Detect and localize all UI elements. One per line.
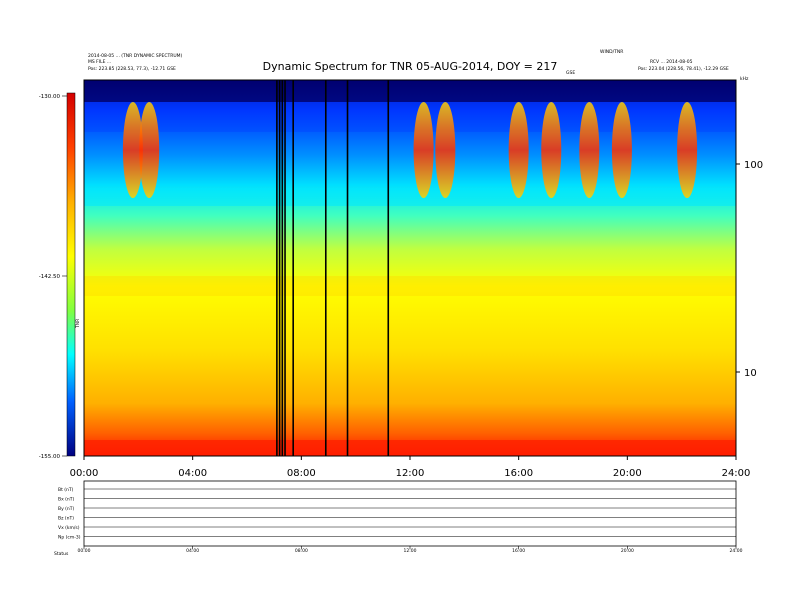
colorbar (66, 92, 76, 457)
x-tick-label: 16:00 (504, 468, 533, 479)
y-tick-label: 100 (744, 160, 763, 171)
header-left-3: Pos: 223.85 (228.53, 77.3), -12.71 GSE (88, 66, 176, 72)
burst-mark (579, 102, 600, 198)
bottom-x-tick-label: 04:00 (186, 548, 199, 554)
chart-title: Dynamic Spectrum for TNR 05-AUG-2014, DO… (263, 60, 558, 73)
x-tick-label: 12:00 (396, 468, 425, 479)
header-left-1: 2014-08-05 ... (TNR DYNAMIC SPECTRUM) (88, 53, 183, 59)
burst-mark (413, 102, 434, 198)
colorbar-tick-label: -155.00 (39, 454, 61, 460)
x-tick-label: 24:00 (722, 468, 751, 479)
burst-mark (677, 102, 698, 198)
burst-mark (435, 102, 456, 198)
bottom-footer-label: Status (54, 551, 69, 557)
bottom-x-tick-label: 16:00 (512, 548, 525, 554)
freq-unit-label: kHz (740, 76, 749, 82)
bottom-x-tick-label: 08:00 (295, 548, 308, 554)
bottom-row-label: Bt (nT) (58, 487, 74, 493)
colorbar-tick-label: -130.00 (39, 94, 61, 100)
colorbar-tick-label: -142.50 (39, 274, 61, 280)
header-center-small: GSE (566, 70, 575, 76)
x-tick-label: 20:00 (613, 468, 642, 479)
burst-mark (508, 102, 529, 198)
x-tick-label: 00:00 (70, 468, 99, 479)
spectrogram (84, 80, 736, 456)
bottom-x-tick-label: 20:00 (621, 548, 634, 554)
header-right-2: RCV ... 2014-08-05 (650, 59, 693, 65)
bottom-x-tick-label: 00:00 (78, 548, 91, 554)
header-right-1: WIND/TNR (600, 49, 623, 55)
x-tick-label: 08:00 (287, 468, 316, 479)
bottom-row-label: Bx (nT) (58, 497, 75, 503)
header-left-2: MS FILE ... (88, 59, 111, 65)
colorbar-label: TNR (75, 319, 81, 329)
bottom-panel-frame (83, 480, 737, 547)
header-right-3: Pos: 223.04 (228.56, 78.41), -12.29 GSE (638, 66, 729, 72)
burst-mark (611, 102, 632, 198)
y-tick-label: 10 (744, 368, 757, 379)
bottom-row-label: Np (cm-3) (58, 535, 81, 541)
burst-mark (122, 102, 143, 198)
bottom-x-tick-label: 24:00 (730, 548, 743, 554)
bottom-row-label: By (nT) (58, 506, 75, 512)
bottom-row-label: Vx (km/s) (58, 525, 80, 531)
bottom-x-tick-label: 12:00 (404, 548, 417, 554)
burst-mark (139, 102, 160, 198)
burst-mark (541, 102, 562, 198)
x-tick-label: 04:00 (178, 468, 207, 479)
bottom-row-label: Bz (nT) (58, 516, 74, 522)
